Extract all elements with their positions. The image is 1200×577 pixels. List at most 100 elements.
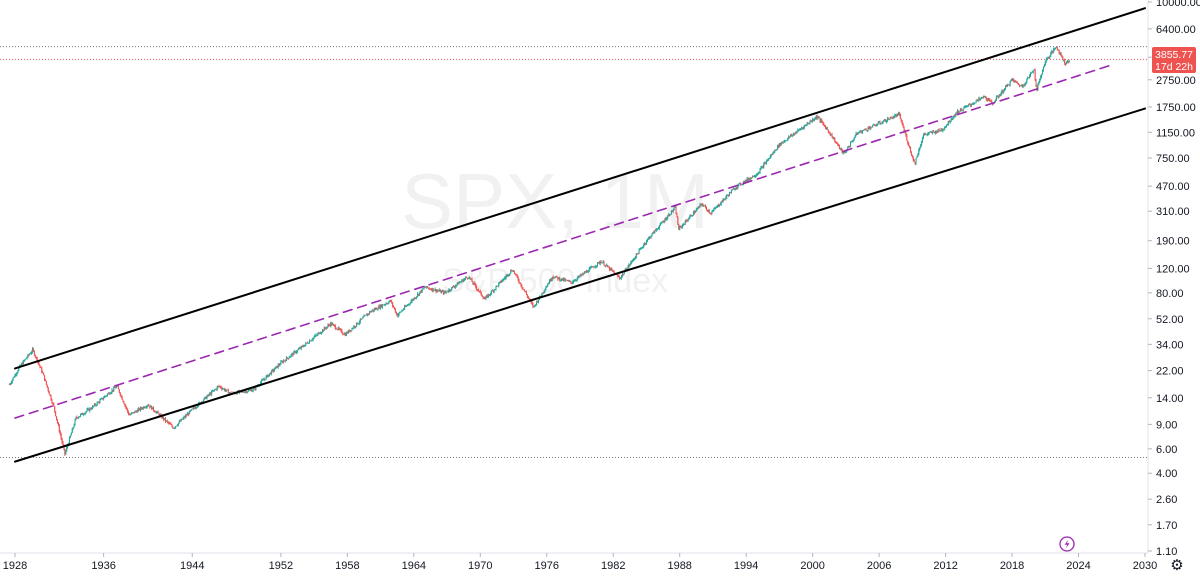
candle: [476, 285, 478, 291]
candle: [345, 331, 347, 336]
gear-icon[interactable]: ⚙: [1170, 556, 1184, 574]
candle: [379, 304, 381, 309]
candle: [291, 352, 293, 357]
lightning-icon[interactable]: [1059, 536, 1075, 552]
candle: [714, 206, 716, 210]
candle: [648, 236, 650, 240]
candle: [901, 119, 903, 126]
candle: [388, 300, 390, 304]
candle: [215, 388, 217, 391]
candle: [981, 96, 983, 100]
candle: [747, 177, 749, 182]
candle: [378, 304, 380, 310]
candle: [318, 331, 320, 335]
candle: [768, 158, 770, 160]
candle: [193, 406, 195, 410]
candle: [788, 135, 790, 140]
candle: [568, 280, 570, 282]
candle: [305, 341, 307, 346]
candle: [1060, 51, 1062, 57]
time-axis[interactable]: 1928 1936 1944 1952 1958 1964 1970 1976 1982 1988…: [3, 553, 1157, 572]
candle: [565, 279, 567, 281]
candle: [1041, 73, 1043, 79]
candle: [656, 228, 659, 231]
candle: [1006, 83, 1008, 87]
y-tick-label: 1750.00: [1156, 102, 1196, 114]
candle: [1059, 52, 1061, 56]
candle: [130, 411, 132, 415]
candle: [717, 203, 720, 208]
candle: [1058, 49, 1060, 55]
candle: [849, 145, 851, 148]
candle: [707, 209, 709, 213]
candle: [988, 97, 990, 102]
candle: [377, 308, 379, 311]
x-tick-label: 1952: [269, 560, 293, 572]
candle: [717, 204, 719, 208]
candle: [462, 279, 464, 283]
candle: [971, 102, 973, 105]
candle: [104, 395, 106, 399]
candle: [893, 115, 895, 119]
candle: [862, 129, 864, 132]
candle: [307, 341, 309, 344]
candle: [653, 230, 655, 234]
candle: [140, 406, 143, 410]
candle: [706, 209, 708, 213]
candle: [664, 217, 666, 223]
candle: [586, 270, 588, 273]
candle: [428, 287, 430, 290]
candle: [694, 210, 696, 214]
candle: [1038, 80, 1040, 86]
x-tick-label: 1970: [468, 560, 492, 572]
candle: [344, 332, 346, 336]
candle: [91, 404, 94, 410]
candle: [579, 274, 581, 278]
candle: [455, 284, 457, 288]
y-tick-label: 22.00: [1156, 366, 1184, 378]
candle: [353, 325, 355, 330]
candle: [197, 405, 199, 408]
lower-channel-line[interactable]: [14, 107, 1146, 463]
candle: [778, 142, 780, 148]
candle: [884, 118, 886, 122]
median-trend-line[interactable]: [14, 64, 1113, 419]
candle: [438, 289, 440, 292]
candle: [342, 331, 344, 336]
candle: [23, 359, 25, 363]
candle: [521, 284, 523, 289]
candle: [1016, 81, 1018, 84]
candle: [55, 411, 57, 417]
candle: [425, 286, 427, 288]
price-axis[interactable]: 10000.006400.004000.002750.001750.001150…: [1148, 0, 1200, 558]
candle: [989, 98, 991, 103]
upper-channel-line[interactable]: [14, 7, 1146, 370]
candle: [751, 177, 753, 179]
candle: [830, 134, 832, 136]
candle: [924, 132, 926, 136]
candle: [977, 99, 979, 102]
candle: [516, 274, 518, 279]
candle: [347, 330, 349, 334]
candle: [654, 229, 656, 234]
candle: [209, 391, 211, 397]
trend-channel[interactable]: [14, 7, 1146, 463]
candle: [563, 277, 565, 282]
candle: [1011, 77, 1013, 81]
candle: [373, 308, 375, 313]
candle: [81, 412, 83, 415]
candle: [362, 316, 364, 319]
candle: [508, 273, 510, 277]
candle: [80, 413, 83, 416]
candle: [622, 273, 624, 276]
candle: [822, 121, 824, 125]
candle: [449, 289, 451, 292]
candle: [986, 98, 988, 102]
candle: [470, 278, 472, 280]
y-tick-label: 4.00: [1156, 468, 1177, 480]
candle: [78, 416, 80, 420]
candle: [660, 221, 662, 225]
candle: [391, 299, 393, 304]
candle: [536, 300, 539, 303]
